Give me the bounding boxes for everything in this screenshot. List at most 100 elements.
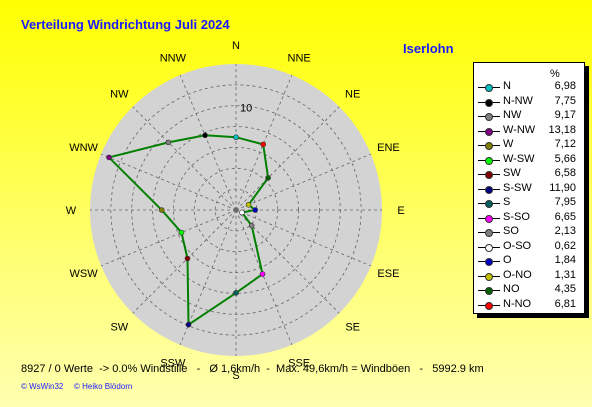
legend-label: W (503, 138, 514, 150)
legend-value: 6,81 (554, 297, 576, 310)
legend-swatch (478, 229, 500, 237)
legend-label: O (503, 254, 512, 266)
grid-spoke (235, 209, 293, 346)
legend-swatch (478, 287, 500, 295)
legend-marker (485, 142, 493, 150)
legend-label: S-SW (503, 181, 532, 194)
legend-swatch (478, 156, 500, 165)
legend-label: O-NO (503, 268, 532, 281)
legend-marker (485, 113, 493, 121)
legend-marker (485, 287, 493, 295)
legend-item: SO 2,13 (474, 225, 584, 240)
legend-label: N-NW (503, 94, 533, 107)
data-point-ssw (185, 321, 192, 328)
data-point-s (233, 290, 239, 296)
grid-ring (193, 167, 279, 253)
direction-label-sw: SW (110, 322, 128, 334)
legend-item: W 7,12 (474, 138, 584, 153)
grid-spoke (100, 209, 237, 267)
legend-swatch (478, 301, 500, 310)
copyright-wswin: © WsWin32 (21, 382, 64, 391)
legend-value: 13,18 (548, 123, 576, 136)
grid-spoke (179, 74, 237, 211)
legend-value: 1,84 (554, 254, 576, 266)
legend-swatch (478, 84, 500, 92)
legend-item: N-NO 6,81 (474, 298, 584, 313)
location-label: Iserlohn (403, 41, 454, 56)
legend-value: 11,90 (549, 181, 576, 194)
direction-label-s: S (232, 370, 239, 382)
legend-marker (485, 84, 493, 92)
direction-label-nnw: NNW (160, 53, 187, 65)
data-point-sw (184, 255, 191, 262)
legend-label: SO (503, 225, 519, 237)
legend-marker (485, 214, 493, 223)
direction-label-ene: ENE (377, 142, 400, 154)
legend-marker (485, 127, 493, 136)
grid-spoke (132, 106, 237, 211)
legend-item: W-SW 5,66 (474, 153, 584, 168)
legend-label: N-NO (503, 297, 532, 310)
legend-marker (485, 185, 493, 194)
legend-item: O-SO 0,62 (474, 240, 584, 255)
grid-spoke (132, 209, 237, 314)
legend-item: NO 4,35 (474, 283, 584, 298)
data-point-w (158, 207, 165, 213)
legend-swatch (478, 243, 500, 252)
legend-label: W-NW (503, 123, 536, 136)
legend-marker (485, 258, 493, 266)
data-point-se (248, 222, 255, 229)
legend-label: O-SO (503, 239, 532, 252)
legend-swatch (478, 171, 500, 179)
grid-ring (110, 84, 362, 336)
legend-swatch (478, 214, 500, 223)
direction-label-wnw: WNW (69, 142, 98, 154)
legend-value: 1,31 (554, 268, 576, 281)
legend-label: S-SO (503, 210, 530, 223)
legend-marker (485, 229, 493, 237)
legend-swatch (478, 200, 500, 208)
ring-tick-label: 10 (240, 103, 252, 115)
legend-label: NO (503, 283, 520, 295)
direction-label-n: N (232, 40, 240, 52)
legend-marker (485, 272, 493, 281)
legend-value: 7,95 (554, 196, 576, 208)
legend-swatch (478, 258, 500, 266)
legend-marker (485, 156, 493, 165)
grid-spoke (100, 153, 237, 211)
legend-item: W-NW 13,18 (474, 124, 584, 139)
legend-swatch (478, 185, 500, 194)
legend-item: N 6,98 (474, 80, 584, 95)
data-point-nnw (202, 132, 208, 139)
legend-value: 4,35 (554, 283, 576, 295)
grid-spoke (235, 153, 372, 211)
legend-item: O-NO 1,31 (474, 269, 584, 284)
direction-label-e: E (397, 205, 404, 217)
copyright-author: © Heiko Blödorn (74, 382, 133, 391)
legend-item: O 1,84 (474, 254, 584, 269)
grid-spoke (235, 106, 340, 211)
legend-marker (485, 243, 493, 252)
data-point-ne (265, 175, 271, 181)
legend-unit: % (550, 68, 560, 80)
legend-swatch (478, 98, 500, 107)
legend-item: N-NW 7,75 (474, 95, 584, 110)
legend-swatch (478, 142, 500, 150)
data-point-wnw (106, 154, 112, 161)
legend-value: 0,62 (554, 239, 576, 252)
legend-swatch (478, 127, 500, 136)
legend-marker (485, 200, 493, 208)
legend-value: 6,98 (554, 80, 576, 92)
direction-label-ne: NE (345, 88, 360, 100)
direction-label-se: SE (345, 322, 360, 334)
legend-item: SW 6,58 (474, 167, 584, 182)
direction-label-ssw: SSW (160, 357, 186, 369)
data-point-sse (259, 271, 266, 277)
direction-label-sse: SSE (288, 357, 310, 369)
legend-swatch (478, 272, 500, 281)
direction-label-w: W (66, 205, 77, 217)
legend-marker (485, 171, 493, 179)
legend-value: 6,58 (554, 167, 576, 179)
legend-label: NW (503, 109, 522, 121)
